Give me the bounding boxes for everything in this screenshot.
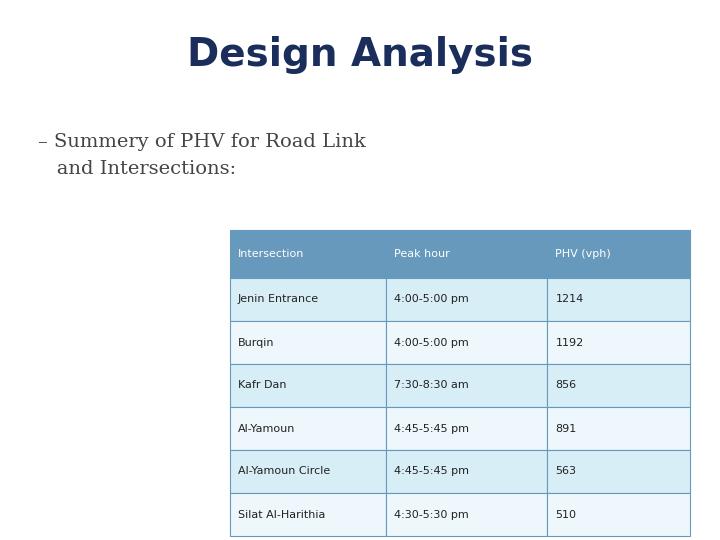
Text: Silat Al-Harithia: Silat Al-Harithia	[238, 510, 325, 519]
Text: Jenin Entrance: Jenin Entrance	[238, 294, 319, 305]
Text: 1192: 1192	[555, 338, 584, 348]
Bar	[230, 450, 387, 493]
Bar	[547, 450, 690, 493]
Text: 1214: 1214	[555, 294, 584, 305]
Text: and Intersections:: and Intersections:	[38, 160, 236, 178]
Bar	[230, 321, 387, 364]
Bar	[387, 321, 547, 364]
Bar	[387, 278, 547, 321]
Bar	[230, 230, 387, 278]
Bar	[230, 364, 387, 407]
Text: 4:00-5:00 pm: 4:00-5:00 pm	[395, 338, 469, 348]
Text: 856: 856	[555, 381, 577, 390]
Text: Kafr Dan: Kafr Dan	[238, 381, 287, 390]
Bar	[387, 230, 547, 278]
Text: 563: 563	[555, 467, 577, 476]
Bar	[387, 450, 547, 493]
Text: Al-Yamoun: Al-Yamoun	[238, 423, 295, 434]
Bar	[547, 364, 690, 407]
Text: PHV (vph): PHV (vph)	[555, 249, 611, 259]
Bar	[230, 278, 387, 321]
Text: Burqin: Burqin	[238, 338, 274, 348]
Text: 4:45-5:45 pm: 4:45-5:45 pm	[395, 467, 469, 476]
Bar	[547, 493, 690, 536]
Text: 7:30-8:30 am: 7:30-8:30 am	[395, 381, 469, 390]
Bar	[230, 493, 387, 536]
Bar	[547, 321, 690, 364]
Bar	[387, 364, 547, 407]
Text: – Summery of PHV for Road Link: – Summery of PHV for Road Link	[38, 133, 366, 151]
Bar	[230, 407, 387, 450]
Bar	[387, 493, 547, 536]
Bar	[387, 407, 547, 450]
Text: Al-Yamoun Circle: Al-Yamoun Circle	[238, 467, 330, 476]
Text: Design Analysis: Design Analysis	[187, 36, 533, 74]
Text: 4:45-5:45 pm: 4:45-5:45 pm	[395, 423, 469, 434]
Text: 891: 891	[555, 423, 577, 434]
Text: 510: 510	[555, 510, 577, 519]
Text: Intersection: Intersection	[238, 249, 305, 259]
Bar	[547, 230, 690, 278]
Bar	[547, 278, 690, 321]
Text: Peak hour: Peak hour	[395, 249, 450, 259]
Text: 4:00-5:00 pm: 4:00-5:00 pm	[395, 294, 469, 305]
Bar	[547, 407, 690, 450]
Text: 4:30-5:30 pm: 4:30-5:30 pm	[395, 510, 469, 519]
